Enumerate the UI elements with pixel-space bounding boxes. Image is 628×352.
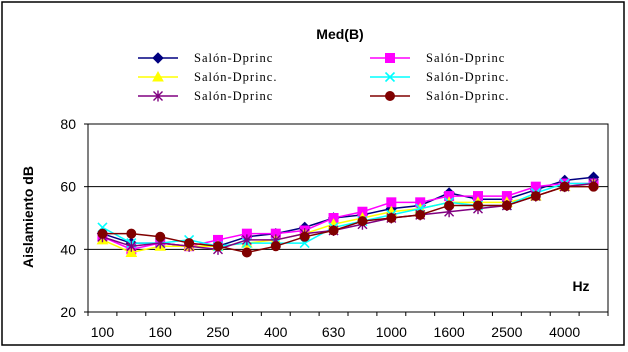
legend-label: Salón-Dprinc [426,51,505,65]
series-group [96,171,600,258]
y-tick-label: 40 [60,241,76,257]
y-tick-label: 80 [60,116,76,132]
x-axis: 100 160 250 400 630 1000 1600 2500 4000 [87,311,609,340]
legend-marker [152,52,164,64]
legend-label: Salón-Dprinc [194,89,273,103]
legend-item-2: Salón-Dprinc [370,51,505,65]
plot-background [87,123,609,313]
legend-item-4: Salón-Dprinc. [370,70,509,84]
y-axis: 20 40 60 80 [60,116,89,320]
data-point [386,197,397,208]
data-point [213,241,223,252]
y-axis-title: Aislamiento dB [20,166,36,268]
data-point [588,181,599,192]
legend-label: Salón-Dprinc. [194,70,277,84]
plot-area [87,123,609,313]
legend: Salón-Dprinc Salón-Dprinc Salón-Dprinc. Sal… [138,51,509,103]
x-tick-label: 400 [264,324,288,340]
data-point [97,228,108,239]
x-tick-label: 1600 [434,324,465,340]
data-point [328,225,339,236]
legend-item-5: Salón-Dprinc [138,89,273,103]
y-tick-label: 60 [60,179,76,195]
chart-title: Med(B) [316,26,363,42]
legend-marker [385,53,395,63]
data-point [386,213,397,223]
data-point [473,200,483,211]
legend-label: Salón-Dprinc [194,51,273,65]
legend-marker [385,91,395,101]
legend-item-6: Salón-Dprinc. [370,89,509,103]
data-point [126,228,137,239]
x-tick-label: 250 [206,324,230,340]
legend-item-1: Salón-Dprinc [138,51,273,65]
y-tick-label: 20 [60,304,76,320]
x-tick-label: 1000 [376,324,407,340]
x-tick-label: 2500 [491,324,522,340]
data-point [415,209,426,220]
data-point [559,181,570,192]
x-axis-title: Hz [572,278,589,294]
data-point [125,246,138,257]
legend-marker [152,70,164,82]
x-tick-label: 630 [322,324,346,340]
data-point [184,238,195,249]
series-6 [97,181,599,258]
data-point [126,240,137,252]
legend-label: Salón-Dprinc. [426,89,509,103]
data-point [357,216,368,227]
legend-label: Salón-Dprinc. [426,70,509,84]
data-point [530,191,541,202]
x-tick-label: 4000 [549,324,580,340]
data-point [241,247,252,258]
legend-marker [384,71,396,83]
data-point [155,231,166,242]
data-point [299,231,310,242]
data-point [444,200,455,211]
data-point [241,234,252,246]
legend-item-3: Salón-Dprinc. [138,70,277,84]
x-tick-label: 100 [91,324,115,340]
data-point [501,200,512,211]
legend-marker [153,90,163,102]
x-tick-label: 160 [149,324,173,340]
data-point [270,241,281,252]
